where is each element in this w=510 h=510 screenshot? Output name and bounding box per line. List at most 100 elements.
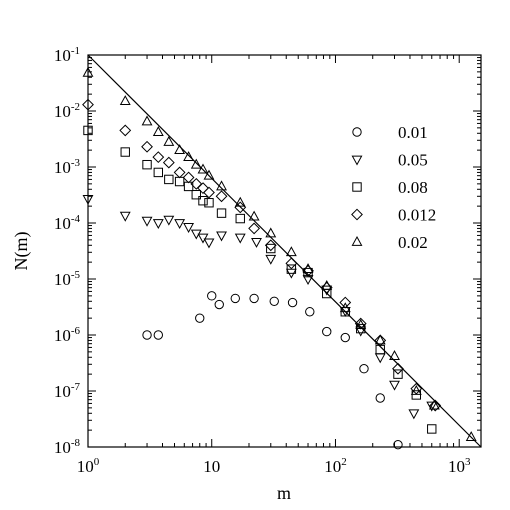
- data-point: [190, 177, 203, 190]
- y-tick-label: 10-5: [54, 269, 81, 289]
- y-tick-label: 10-2: [54, 101, 80, 121]
- legend-label: 0.05: [398, 151, 428, 170]
- data-point: [183, 223, 195, 233]
- data-point: [163, 215, 175, 226]
- data-point: [429, 399, 442, 412]
- plot-frame: [87, 54, 482, 448]
- data-point: [287, 297, 298, 308]
- data-point: [234, 196, 246, 207]
- data-point: [216, 231, 227, 242]
- data-point: [152, 126, 164, 136]
- data-point: [152, 151, 165, 164]
- data-point: [339, 296, 352, 309]
- x-tick-label: 102: [324, 456, 347, 476]
- data-point: [197, 233, 209, 244]
- series-1: [82, 194, 438, 420]
- data-point: [265, 227, 277, 238]
- data-point: [286, 264, 297, 274]
- data-point: [195, 313, 205, 323]
- data-point: [264, 239, 277, 252]
- y-tick-label: 10-8: [54, 437, 81, 457]
- data-point: [203, 186, 215, 199]
- legend-marker: [352, 182, 362, 192]
- legend-marker: [352, 127, 362, 137]
- data-point: [190, 158, 202, 169]
- data-point: [174, 176, 185, 187]
- data-point: [408, 409, 420, 420]
- data-point: [410, 384, 422, 395]
- data-point: [174, 144, 186, 155]
- data-point: [375, 393, 385, 403]
- data-point: [119, 211, 131, 222]
- legend-marker: [351, 208, 363, 221]
- data-point: [82, 194, 94, 205]
- data-point: [302, 264, 314, 277]
- data-point: [82, 66, 94, 77]
- data-point: [173, 166, 186, 179]
- data-point: [249, 293, 259, 304]
- data-point: [153, 167, 164, 178]
- series-0: [142, 291, 403, 450]
- data-point: [374, 353, 386, 364]
- data-point: [374, 334, 386, 345]
- data-point: [234, 233, 246, 244]
- legend-label: 0.012: [398, 206, 436, 225]
- reference-line: [87, 54, 482, 448]
- legend-label: 0.02: [398, 233, 428, 252]
- data-point: [322, 326, 332, 337]
- data-point: [152, 219, 164, 230]
- legend-marker: [351, 155, 363, 166]
- legend-marker: [351, 235, 363, 246]
- data-point: [339, 302, 351, 313]
- data-point: [285, 246, 297, 257]
- legend: 0.01 0.05 0.08 0.012 0.02: [351, 123, 436, 252]
- y-tick-label: 10-3: [54, 157, 81, 177]
- data-points: [82, 66, 477, 450]
- data-point: [163, 135, 175, 146]
- data-point: [183, 151, 195, 162]
- data-point: [302, 263, 314, 274]
- axis-tick-labels: 100 10 102 103 10-1 10-2 10-3 10-4 10-5 10-6 10-7 1…: [54, 45, 471, 476]
- data-point: [389, 380, 400, 391]
- data-point: [355, 319, 367, 330]
- x-tick-label: 103: [448, 456, 471, 476]
- data-point: [427, 424, 437, 434]
- data-point: [411, 390, 422, 400]
- data-point: [465, 431, 477, 442]
- axis-ticks: [87, 54, 481, 448]
- y-axis-label: N(m): [11, 232, 32, 271]
- x-axis-label: m: [277, 483, 291, 503]
- data-point: [216, 208, 227, 218]
- series-3: [82, 98, 442, 412]
- x-tick-label: 100: [77, 456, 100, 476]
- legend-label: 0.01: [398, 123, 428, 142]
- data-point: [162, 156, 175, 169]
- legend-label: 0.08: [398, 178, 428, 197]
- data-point: [142, 330, 152, 340]
- y-tick-label: 10-6: [54, 325, 81, 345]
- data-point: [174, 219, 186, 230]
- data-point: [235, 213, 245, 224]
- data-point: [215, 190, 228, 203]
- x-tick-label: 10: [203, 457, 220, 476]
- data-point: [197, 182, 209, 195]
- data-point: [214, 299, 224, 310]
- data-point: [410, 382, 423, 395]
- data-point: [182, 171, 195, 184]
- data-point: [141, 115, 153, 126]
- data-point: [141, 140, 153, 153]
- data-point: [392, 362, 404, 375]
- data-point: [248, 222, 261, 235]
- data-point: [359, 364, 369, 374]
- data-point: [142, 159, 152, 170]
- y-tick-label: 10-4: [54, 213, 81, 233]
- data-point: [285, 257, 298, 270]
- data-point: [266, 243, 276, 254]
- data-point: [164, 174, 174, 185]
- data-point: [393, 439, 403, 450]
- data-point: [203, 169, 215, 180]
- data-point: [389, 350, 400, 360]
- data-point: [204, 198, 214, 208]
- data-point: [197, 163, 209, 174]
- data-point: [119, 124, 132, 137]
